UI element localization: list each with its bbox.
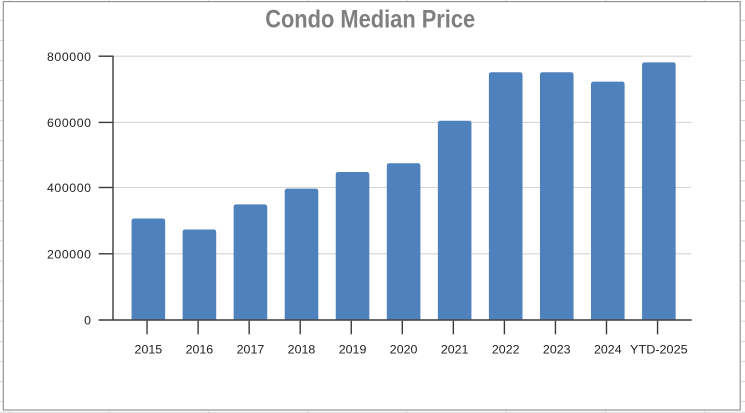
svg-text:2020: 2020 [390,342,418,356]
svg-text:2017: 2017 [237,342,265,356]
svg-text:2019: 2019 [339,342,367,356]
svg-text:Condo Median Price: Condo Median Price [265,6,475,34]
svg-text:2022: 2022 [492,342,520,356]
svg-text:2016: 2016 [186,342,214,356]
svg-text:0: 0 [84,314,91,328]
svg-text:2024: 2024 [594,342,622,356]
svg-text:600000: 600000 [47,116,92,130]
svg-text:YTD-2025: YTD-2025 [630,342,688,356]
svg-text:400000: 400000 [47,181,92,195]
svg-text:800000: 800000 [47,50,92,64]
svg-text:2018: 2018 [288,342,316,356]
svg-text:2023: 2023 [543,342,571,356]
svg-text:2015: 2015 [135,342,163,356]
svg-text:200000: 200000 [47,247,92,261]
svg-text:2021: 2021 [441,342,469,356]
